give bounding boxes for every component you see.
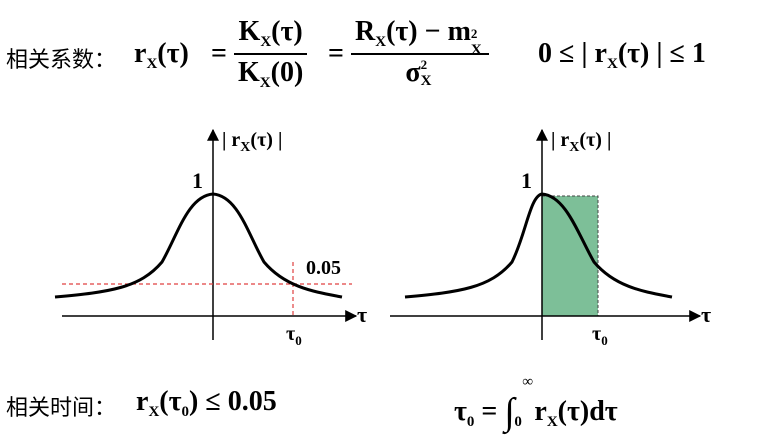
lhs-argument: (τ): [157, 38, 189, 69]
right-y-label-sub: X: [569, 140, 579, 155]
lhs-term: rX(τ): [134, 38, 189, 73]
bound-left: 0 ≤ | r: [538, 38, 607, 69]
equals-sign-1: =: [211, 38, 227, 69]
ct-tau-subscript: 0: [181, 404, 190, 420]
integrand-argument: (τ)dτ: [557, 396, 618, 427]
m-subscript: X: [470, 42, 482, 58]
definition-label: 相关系数：: [6, 48, 117, 73]
ct-r-subscript: X: [148, 404, 160, 420]
correlation-time-condition: rX(τ0) ≤ 0.05: [136, 386, 277, 421]
integral-lower-limit: 0: [514, 414, 522, 430]
right-correlation-curve: [404, 192, 673, 299]
sigma-symbol: σ: [405, 57, 421, 88]
left-x-axis-label: τ: [357, 302, 367, 327]
integrand-r: r: [534, 396, 547, 427]
bound-subscript: X: [606, 56, 618, 72]
k-symbol: K: [238, 16, 261, 47]
left-y-label-main: | r: [222, 129, 240, 151]
r-argument-minus-m: (τ) − m: [386, 16, 471, 47]
lhs-subscript: X: [146, 56, 158, 72]
fraction-k-ratio: KX(τ) KX(0): [234, 16, 308, 92]
ct-arg-open: (τ: [159, 386, 182, 417]
left-y-label-sub: X: [240, 140, 250, 155]
left-threshold-label: 0.05: [306, 257, 341, 279]
bound-inequality: 0 ≤ | rX(τ) | ≤ 1: [538, 38, 706, 73]
k-subscript: X: [260, 34, 272, 50]
integral-definition: τ0 = ∫ ∞ 0 rX(τ)dτ: [454, 374, 618, 433]
left-tau0-main: τ: [286, 323, 295, 345]
right-y-label-arg: (τ) |: [579, 129, 611, 151]
int-tau-subscript: 0: [466, 414, 475, 430]
int-equals: =: [474, 396, 505, 427]
correlation-time-formulas: 相关时间： rX(τ0) ≤ 0.05 τ0 = ∫ ∞ 0 rX(τ)dτ: [6, 374, 766, 433]
right-tau0-label: τ0: [592, 323, 608, 348]
correlation-time-label: 相关时间：: [6, 396, 117, 421]
ct-r-symbol: r: [136, 386, 149, 417]
integrand-subscript: X: [546, 414, 558, 430]
k0-symbol: K: [238, 57, 260, 88]
r-subscript: X: [375, 34, 387, 50]
right-y-label-main: | r: [551, 129, 569, 151]
left-correlation-curve: [54, 192, 343, 299]
right-y-axis-label: | rX(τ) |: [551, 129, 611, 155]
integral-upper-limit: ∞: [522, 374, 534, 390]
right-x-axis-label: τ: [701, 302, 711, 327]
bound-right: (τ) | ≤ 1: [617, 38, 706, 69]
left-peak-label: 1: [192, 168, 203, 193]
left-y-axis-label: | rX(τ) |: [222, 129, 282, 155]
k0-argument: (0): [270, 57, 304, 88]
fraction-k-denominator: KX(0): [234, 55, 307, 92]
m-superscript: 2: [470, 26, 478, 41]
k0-subscript: X: [259, 75, 271, 91]
int-tau-symbol: τ: [454, 396, 467, 427]
equals-sign-2: =: [328, 38, 344, 69]
k-argument: (τ): [271, 16, 303, 47]
right-peak-label: 1: [521, 168, 532, 193]
left-tau0-label: τ0: [286, 323, 302, 348]
lhs-symbol: r: [134, 38, 147, 69]
ct-arg-close: ) ≤ 0.05: [189, 386, 277, 417]
left-tau0-sub: 0: [295, 333, 302, 348]
right-tau0-main: τ: [592, 323, 601, 345]
fraction-k-numerator: KX(τ): [234, 16, 308, 55]
sigma-superscript: 2: [420, 57, 428, 72]
left-plot: 1 0.05 | rX(τ) | τ τ0: [54, 128, 367, 348]
r-symbol: R: [355, 16, 376, 47]
integral-sign: ∫: [504, 391, 515, 433]
right-tau0-sub: 0: [601, 333, 608, 348]
sigma-subscript: X: [420, 73, 432, 89]
left-y-label-arg: (τ) |: [250, 129, 282, 151]
right-plot: 1 | rX(τ) | τ τ0: [390, 128, 711, 348]
